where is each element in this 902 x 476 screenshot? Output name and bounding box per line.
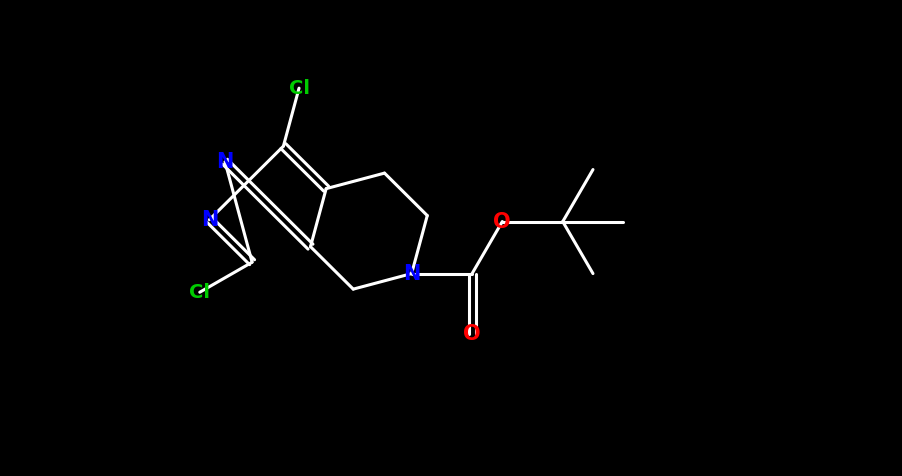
Text: O: O xyxy=(493,211,511,231)
Text: N: N xyxy=(403,264,420,284)
Text: N: N xyxy=(216,152,234,172)
Text: O: O xyxy=(464,324,481,344)
Text: N: N xyxy=(200,210,218,230)
Text: Cl: Cl xyxy=(189,283,210,302)
Text: Cl: Cl xyxy=(289,79,309,98)
